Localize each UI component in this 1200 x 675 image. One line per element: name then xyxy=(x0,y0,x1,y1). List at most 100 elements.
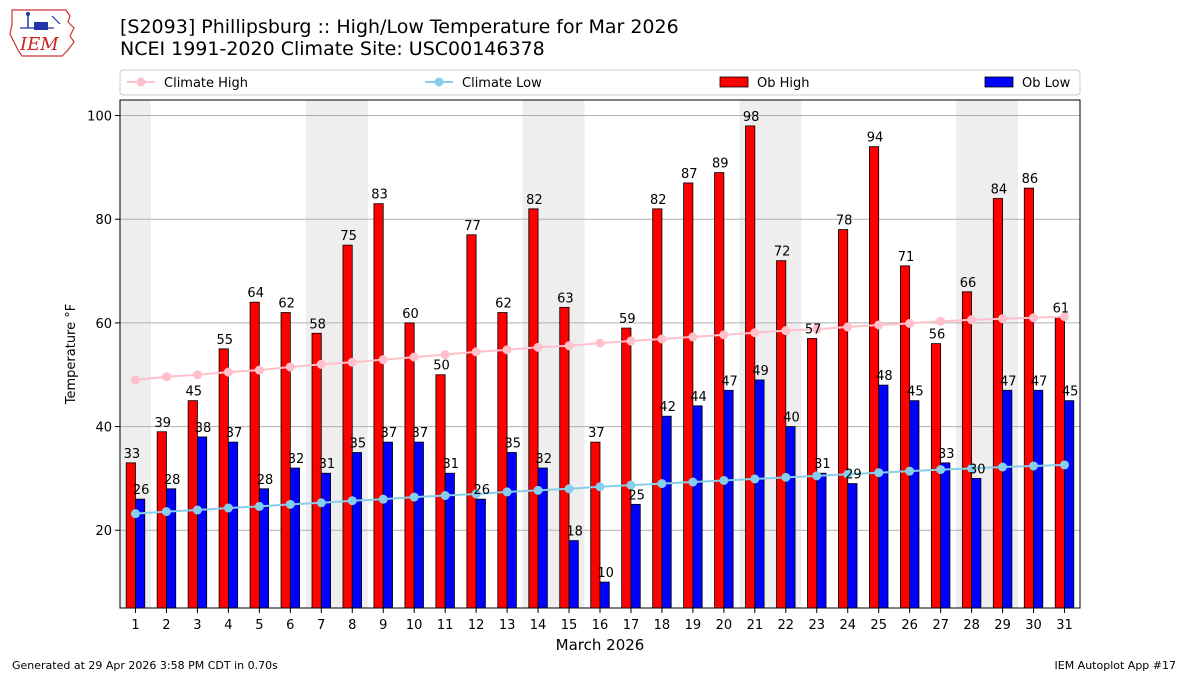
legend-label: Climate Low xyxy=(462,76,542,91)
ob-low-bar xyxy=(166,488,177,609)
ob-high-label: 66 xyxy=(960,276,977,291)
x-tick-label: 22 xyxy=(778,618,795,633)
climate-lines xyxy=(130,312,1070,519)
climate-high-point xyxy=(130,375,140,385)
y-tick-label: 20 xyxy=(95,524,112,539)
climate-low-point xyxy=(936,465,946,475)
ob-low-label: 25 xyxy=(628,488,645,503)
ob-low-label: 35 xyxy=(504,436,521,451)
x-tick-label: 25 xyxy=(870,618,887,633)
ob-low-label: 47 xyxy=(1000,374,1017,389)
climate-high-point xyxy=(874,320,884,330)
climate-high-point xyxy=(316,359,326,369)
x-tick-label: 19 xyxy=(685,618,702,633)
x-tick-label: 12 xyxy=(468,618,485,633)
ob-low-bar xyxy=(661,415,672,609)
climate-low-point xyxy=(874,468,884,478)
x-tick-label: 13 xyxy=(499,618,516,633)
ob-high-label: 61 xyxy=(1053,302,1070,317)
ob-high-label: 78 xyxy=(836,214,853,229)
x-axis-label: March 2026 xyxy=(556,636,645,654)
ob-low-label: 28 xyxy=(257,473,274,488)
x-tick-label: 2 xyxy=(162,618,170,633)
x-tick-label: 6 xyxy=(286,618,294,633)
ob-high-bar xyxy=(218,348,229,609)
legend-marker xyxy=(136,77,146,87)
y-axis-label: Temperature °F xyxy=(64,304,79,405)
climate-high-point xyxy=(843,322,853,332)
ob-high-bar xyxy=(930,343,942,609)
ob-low-label: 47 xyxy=(721,374,738,389)
ob-high-label: 86 xyxy=(1022,172,1039,187)
climate-high-point xyxy=(719,330,729,340)
climate-low-point xyxy=(533,485,543,495)
climate-low-point xyxy=(967,464,977,474)
climate-high-point xyxy=(967,315,977,325)
legend-marker xyxy=(434,77,444,87)
climate-high-point xyxy=(936,316,946,326)
climate-low-point xyxy=(223,503,233,513)
ob-high-label: 50 xyxy=(433,359,450,374)
ob-high-bar xyxy=(1023,187,1034,609)
ob-low-label: 32 xyxy=(288,452,305,467)
climate-low-point xyxy=(316,498,326,508)
ob-low-label: 31 xyxy=(319,457,336,472)
legend-box xyxy=(119,69,1081,96)
y-tick-label: 80 xyxy=(95,213,112,228)
ob-low-label: 37 xyxy=(226,426,243,441)
ob-low-label: 29 xyxy=(845,468,862,483)
ob-high-label: 72 xyxy=(774,245,791,260)
ob-low-bar xyxy=(847,483,858,609)
ob-low-label: 26 xyxy=(133,483,150,498)
x-tick-label: 7 xyxy=(317,618,325,633)
ob-low-bar xyxy=(940,462,951,609)
ob-low-label: 32 xyxy=(535,452,552,467)
ob-high-label: 62 xyxy=(495,297,512,312)
climate-low-point xyxy=(409,492,419,502)
ob-low-label: 31 xyxy=(814,457,831,472)
ob-low-bar xyxy=(320,472,331,609)
x-tick-label: 11 xyxy=(437,618,454,633)
climate-low-point xyxy=(254,501,264,511)
climate-low-point xyxy=(905,466,915,476)
y-tick-label: 60 xyxy=(95,317,112,332)
ob-low-label: 49 xyxy=(752,364,769,379)
legend-label: Ob Low xyxy=(1022,76,1071,91)
ob-low-label: 47 xyxy=(1031,374,1048,389)
climate-low-point xyxy=(750,474,760,484)
climate-high-point xyxy=(471,347,481,357)
x-tick-label: 29 xyxy=(994,618,1011,633)
ob-high-bar xyxy=(899,265,911,609)
ob-low-label: 37 xyxy=(381,426,398,441)
legend-label: Climate High xyxy=(164,76,248,91)
ob-low-bar xyxy=(878,384,889,609)
climate-low-point xyxy=(378,494,388,504)
x-axis: 1 2 3 4 5 6 7 8 9 10 11 12 13 14 15 16 17 18 19 20 21 22 23 24 2… xyxy=(131,608,1073,633)
climate-high-point xyxy=(378,355,388,365)
x-tick-label: 21 xyxy=(747,618,764,633)
climate-high-point xyxy=(1060,312,1070,322)
ob-low-label: 44 xyxy=(690,390,707,405)
ob-high-bar xyxy=(714,172,725,609)
climate-low-point xyxy=(347,496,357,506)
ob-high-label: 37 xyxy=(588,426,605,441)
ob-high-label: 45 xyxy=(186,385,203,400)
ob-high-label: 87 xyxy=(681,167,698,182)
climate-low-point xyxy=(626,480,636,490)
x-tick-label: 8 xyxy=(348,618,356,633)
climate-high-point xyxy=(657,334,667,344)
climate-high-point xyxy=(161,372,171,382)
ob-low-bar xyxy=(599,581,610,609)
ob-low-bar xyxy=(351,452,362,609)
climate-high-line xyxy=(135,315,1065,381)
climate-low-point xyxy=(564,484,574,494)
ob-high-label: 84 xyxy=(991,182,1008,197)
climate-low-point xyxy=(1060,460,1070,470)
ob-low-bar xyxy=(382,441,393,609)
ob-high-bar xyxy=(373,203,384,609)
iem-logo: IEM xyxy=(8,6,80,58)
climate-low-point xyxy=(812,471,822,481)
ob-high-bar xyxy=(961,291,973,609)
x-tick-label: 23 xyxy=(809,618,826,633)
x-tick-label: 30 xyxy=(1025,618,1042,633)
